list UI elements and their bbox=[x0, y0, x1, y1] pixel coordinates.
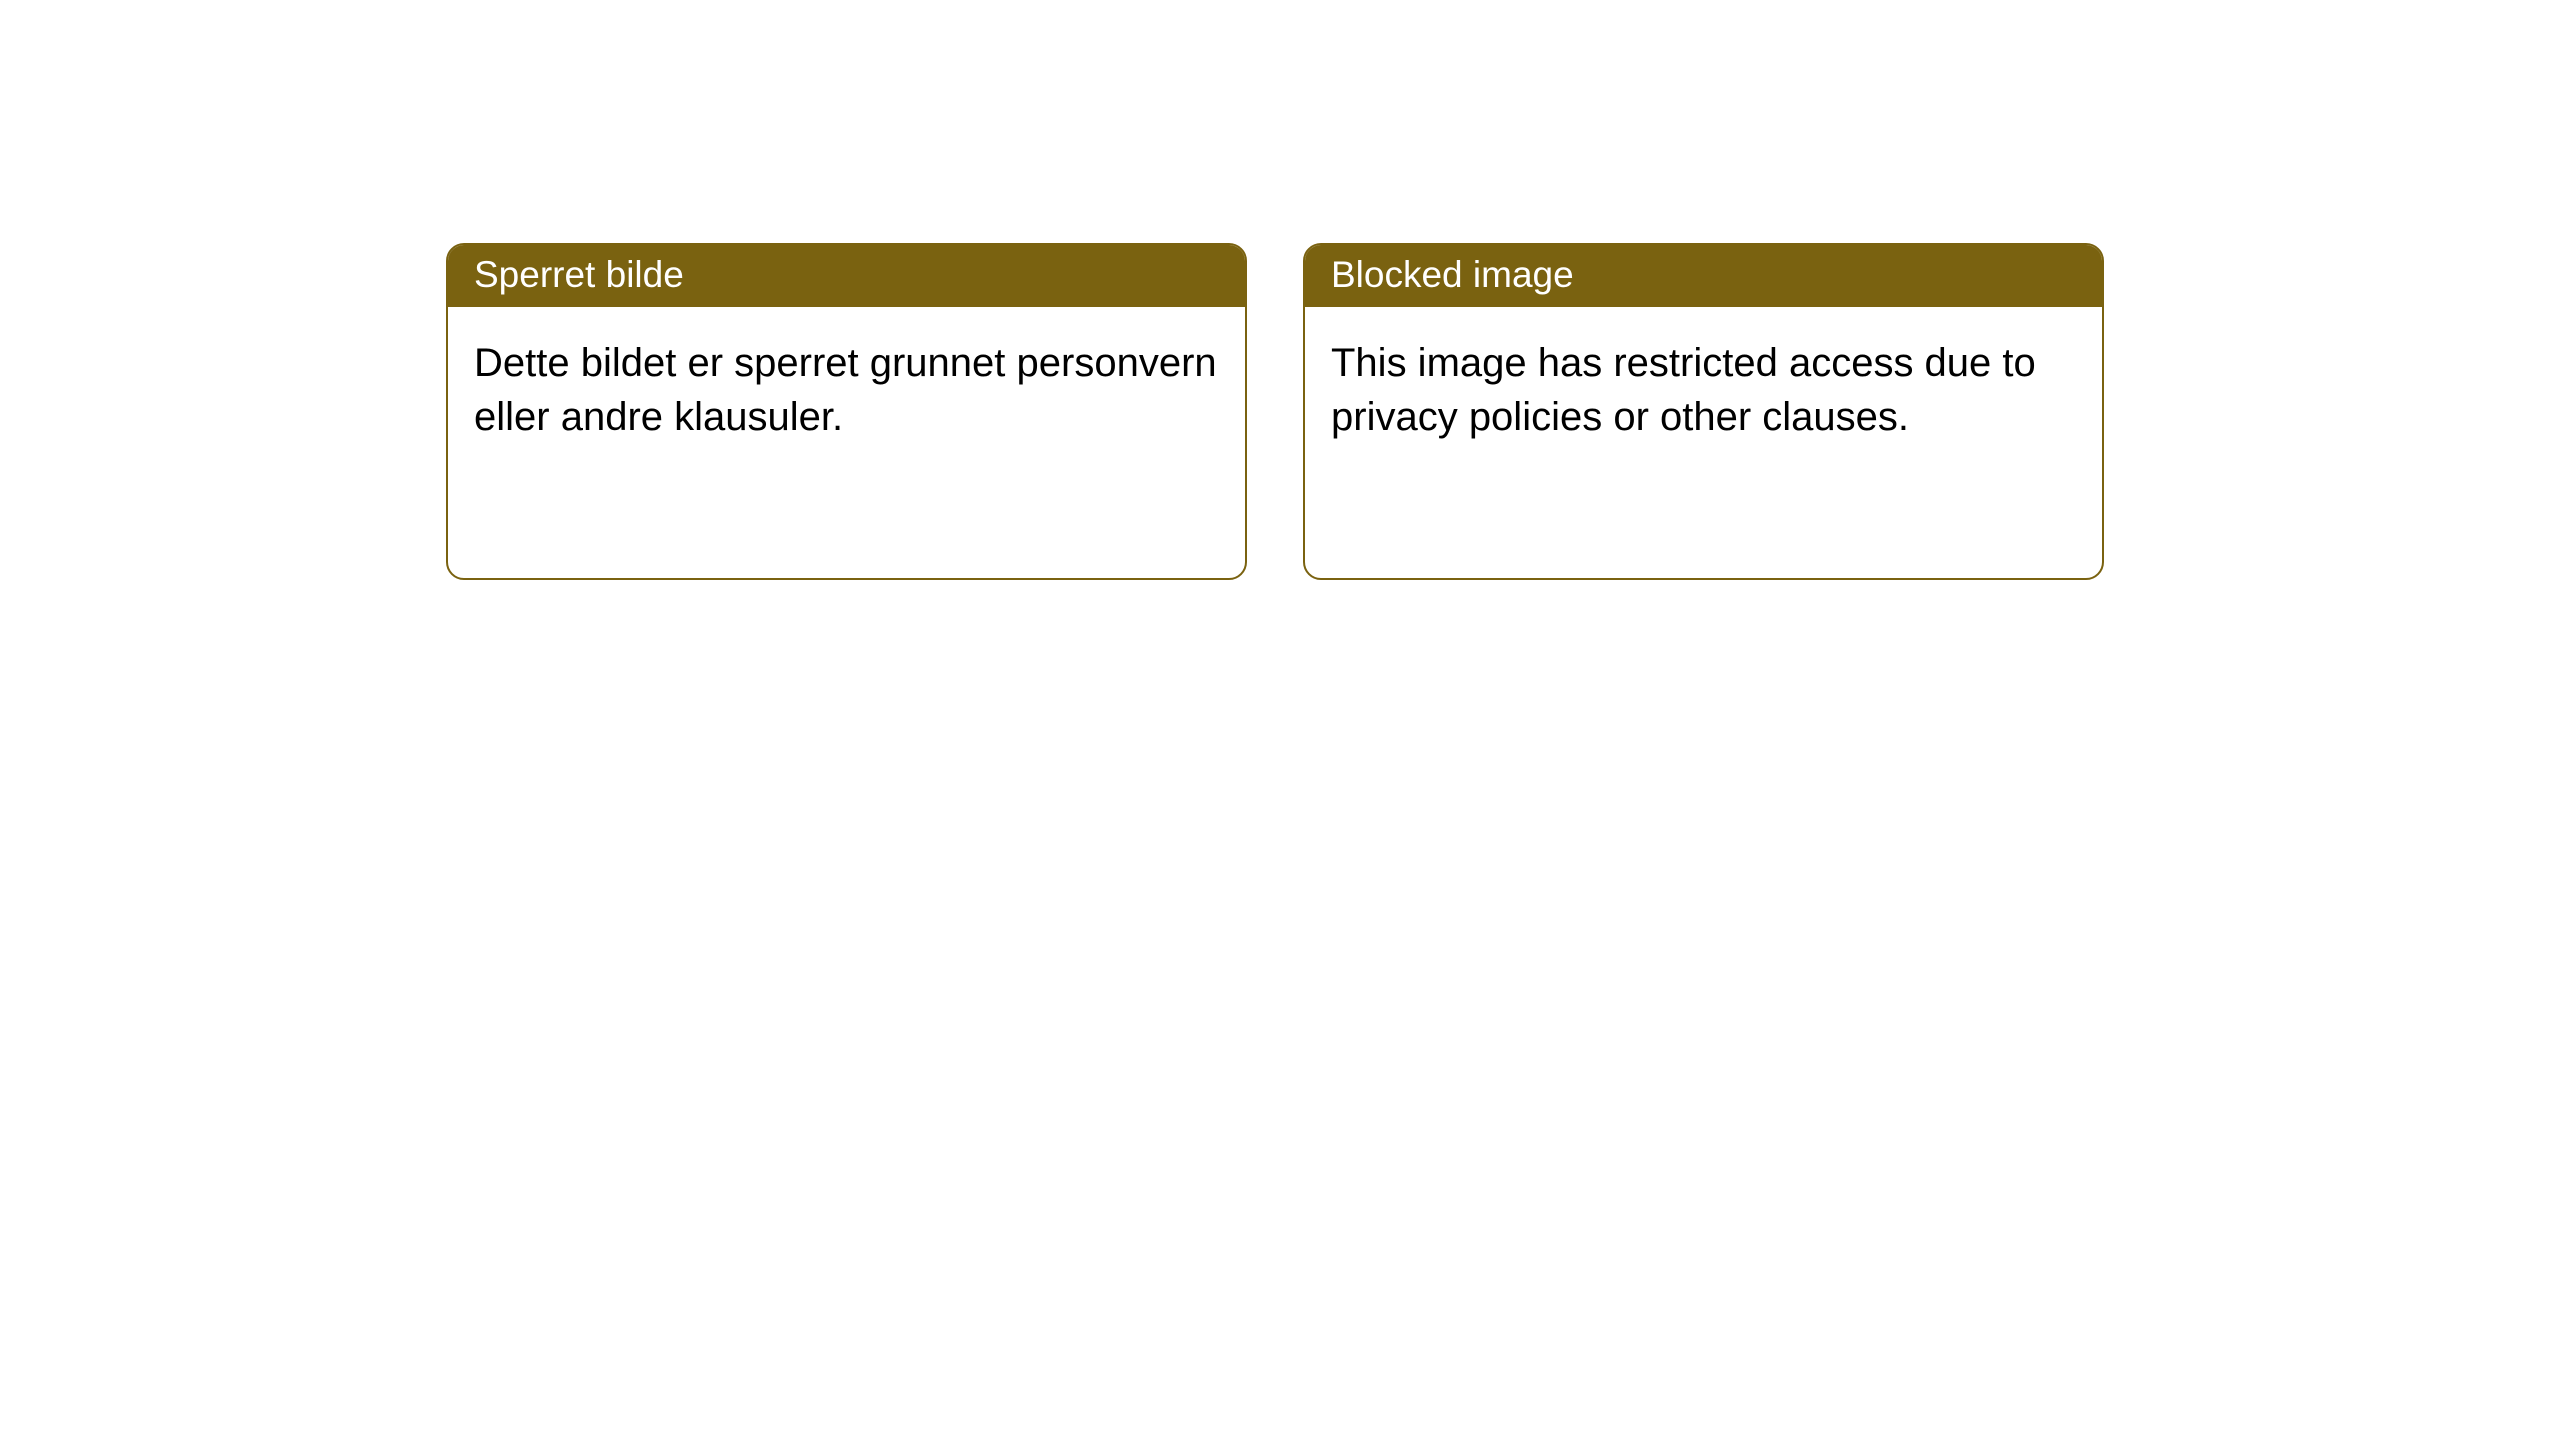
notice-card-english: Blocked image This image has restricted … bbox=[1303, 243, 2104, 580]
notice-card-body: Dette bildet er sperret grunnet personve… bbox=[448, 307, 1245, 473]
notice-container: Sperret bilde Dette bildet er sperret gr… bbox=[446, 243, 2104, 580]
notice-card-title: Blocked image bbox=[1305, 245, 2102, 307]
notice-card-norwegian: Sperret bilde Dette bildet er sperret gr… bbox=[446, 243, 1247, 580]
notice-card-body: This image has restricted access due to … bbox=[1305, 307, 2102, 473]
notice-card-title: Sperret bilde bbox=[448, 245, 1245, 307]
